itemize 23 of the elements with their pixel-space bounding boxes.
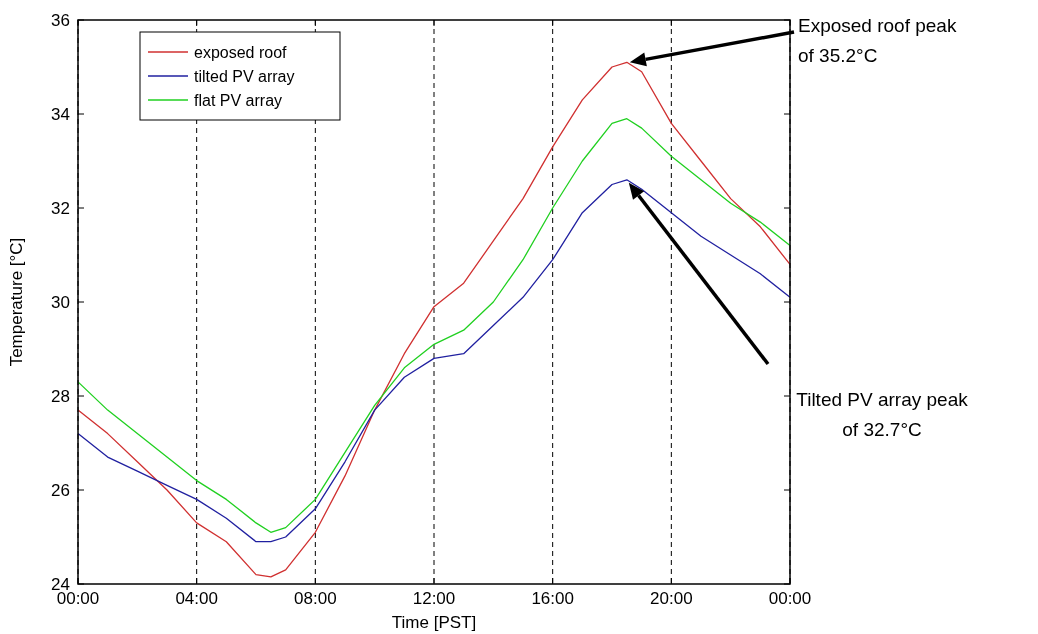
- x-tick-label: 20:00: [650, 589, 693, 608]
- line-series: [77, 118, 791, 533]
- y-tick-label: 34: [51, 105, 70, 124]
- x-axis-title: Time [PST]: [391, 613, 477, 632]
- line-series: [77, 179, 791, 543]
- x-tick-label: 00:00: [768, 589, 812, 608]
- y-tick-label: 28: [51, 387, 70, 406]
- y-tick-label: 30: [51, 293, 70, 312]
- line-series: [77, 61, 791, 578]
- x-tick-label: 04:00: [175, 589, 218, 608]
- y-tick-label: 36: [51, 11, 70, 30]
- x-tick-label: 08:00: [294, 589, 337, 608]
- x-tick-label: 12:00: [412, 589, 456, 608]
- legend-label: flat PV array: [194, 92, 283, 109]
- text: Exposed roof peak of 35.2°C: [798, 15, 957, 66]
- legend-label: exposed roof: [194, 44, 288, 61]
- legend-label: tilted PV array: [194, 68, 295, 85]
- y-tick-label: 26: [51, 481, 70, 500]
- text: Tilted PV array peak of 32.7°C: [796, 389, 969, 440]
- y-axis-title: Temperature [°C]: [7, 237, 26, 367]
- x-tick-label: 00:00: [56, 589, 100, 608]
- y-tick-label: 32: [51, 199, 70, 218]
- x-tick-label: 16:00: [531, 589, 574, 608]
